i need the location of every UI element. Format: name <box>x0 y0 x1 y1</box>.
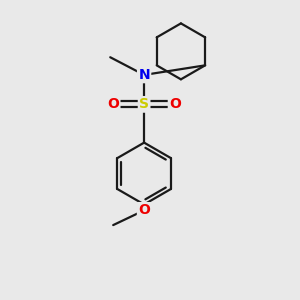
Text: O: O <box>107 98 119 111</box>
Text: O: O <box>169 98 181 111</box>
Text: S: S <box>139 98 149 111</box>
Text: N: N <box>138 68 150 82</box>
Text: O: O <box>138 203 150 218</box>
